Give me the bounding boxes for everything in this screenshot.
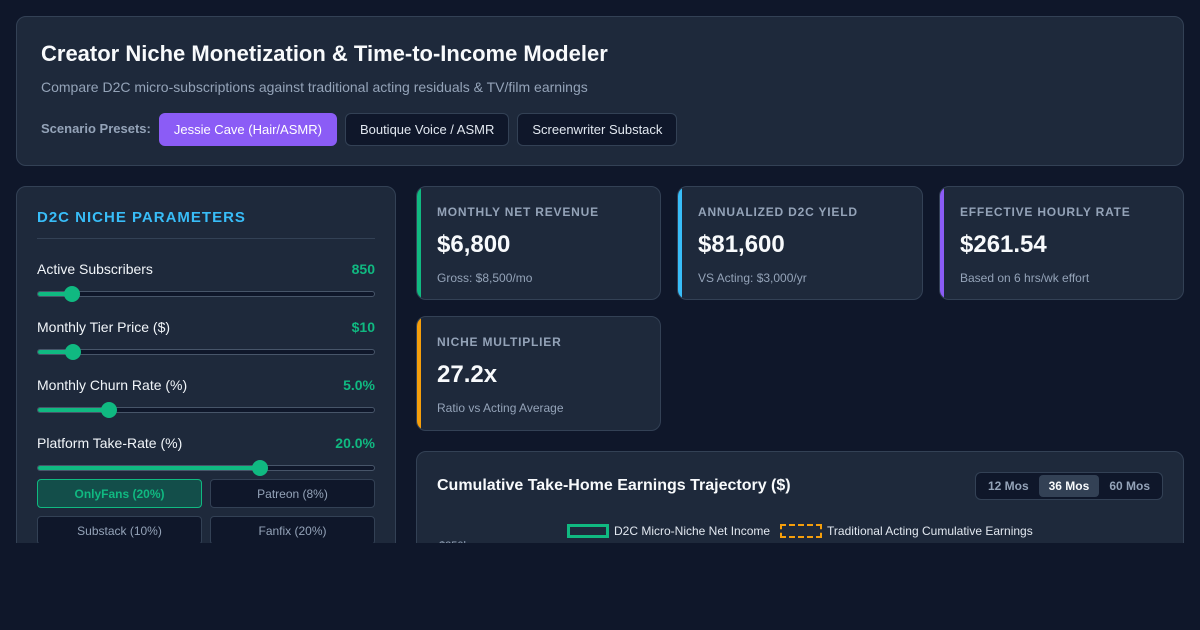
slider-handle[interactable] xyxy=(63,286,80,302)
slider-handle[interactable] xyxy=(100,402,117,418)
slider-handle[interactable] xyxy=(251,460,268,476)
card-note: Ratio vs Acting Average xyxy=(437,401,564,415)
params-title: D2C NICHE PARAMETERS xyxy=(37,209,375,239)
range-36-button[interactable]: 36 Mos xyxy=(1038,475,1100,497)
card-note: Based on 6 hrs/wk effort xyxy=(960,271,1090,285)
param-value: 850 xyxy=(351,261,375,277)
chart-legend: D2C Micro-Niche Net Income Traditional A… xyxy=(567,524,1043,538)
legend-swatch-solid xyxy=(567,524,609,538)
preset-jessie-cave-button[interactable]: Jessie Cave (Hair/ASMR) xyxy=(158,113,337,146)
card-label: ANNUALIZED D2C YIELD xyxy=(698,205,858,219)
card-value: 27.2x xyxy=(437,361,498,388)
card-value: $81,600 xyxy=(698,231,785,258)
legend-item-d2c[interactable]: D2C Micro-Niche Net Income xyxy=(567,524,770,538)
platform-options: OnlyFans (20%) Patreon (8%) Substack (10… xyxy=(37,479,375,545)
card-label: MONTHLY NET REVENUE xyxy=(437,205,599,219)
card-value: $6,800 xyxy=(437,231,511,258)
niche-multiplier-card: NICHE MULTIPLIER 27.2x Ratio vs Acting A… xyxy=(416,316,661,431)
card-accent xyxy=(417,317,421,430)
annualized-yield-card: ANNUALIZED D2C YIELD $81,600 VS Acting: … xyxy=(677,186,923,300)
param-take-rate: Platform Take-Rate (%) 20.0% xyxy=(37,435,375,476)
range-60-button[interactable]: 60 Mos xyxy=(1109,479,1150,493)
preset-boutique-voice-button[interactable]: Boutique Voice / ASMR xyxy=(344,113,510,146)
page-subtitle: Compare D2C micro-subscriptions against … xyxy=(41,79,588,95)
card-value: $261.54 xyxy=(960,231,1047,258)
range-12-button[interactable]: 12 Mos xyxy=(987,479,1029,493)
card-accent xyxy=(940,187,944,299)
platform-fanfix-button[interactable]: Fanfix (20%) xyxy=(210,516,375,545)
param-price: Monthly Tier Price ($) $10 xyxy=(37,319,375,360)
monthly-net-revenue-card: MONTHLY NET REVENUE $6,800 Gross: $8,500… xyxy=(416,186,661,300)
card-label: EFFECTIVE HOURLY RATE xyxy=(960,205,1131,219)
card-accent xyxy=(678,187,682,299)
platform-substack-button[interactable]: Substack (10%) xyxy=(37,516,202,545)
presets-label: Scenario Presets: xyxy=(41,121,151,136)
card-note: VS Acting: $3,000/yr xyxy=(698,271,807,285)
slider-handle[interactable] xyxy=(65,344,82,360)
page-title: Creator Niche Monetization & Time-to-Inc… xyxy=(41,41,608,66)
subscribers-slider[interactable] xyxy=(37,286,375,302)
param-label: Platform Take-Rate (%) xyxy=(37,435,183,451)
card-accent xyxy=(417,187,421,299)
param-value: $10 xyxy=(351,319,375,335)
header-panel: Creator Niche Monetization & Time-to-Inc… xyxy=(16,16,1184,166)
param-value: 20.0% xyxy=(335,435,375,451)
param-label: Monthly Tier Price ($) xyxy=(37,319,171,335)
param-label: Monthly Churn Rate (%) xyxy=(37,377,188,393)
platform-onlyfans-button[interactable]: OnlyFans (20%) xyxy=(37,479,202,508)
legend-item-acting[interactable]: Traditional Acting Cumulative Earnings xyxy=(780,524,1033,538)
param-label: Active Subscribers xyxy=(37,261,153,277)
hourly-rate-card: EFFECTIVE HOURLY RATE $261.54 Based on 6… xyxy=(939,186,1184,300)
param-value: 5.0% xyxy=(343,377,375,393)
churn-slider[interactable] xyxy=(37,402,375,418)
range-toggle: 12 Mos 36 Mos 60 Mos xyxy=(974,472,1163,500)
card-note: Gross: $8,500/mo xyxy=(437,271,533,285)
params-panel: D2C NICHE PARAMETERS Active Subscribers … xyxy=(16,186,396,566)
price-slider[interactable] xyxy=(37,344,375,360)
scenario-presets: Scenario Presets: Jessie Cave (Hair/ASMR… xyxy=(41,113,1159,146)
preset-screenwriter-button[interactable]: Screenwriter Substack xyxy=(517,113,678,146)
legend-label: D2C Micro-Niche Net Income xyxy=(614,524,771,538)
legend-label: Traditional Acting Cumulative Earnings xyxy=(827,524,1033,538)
chart-title: Cumulative Take-Home Earnings Trajectory… xyxy=(437,477,791,494)
take-rate-slider[interactable] xyxy=(37,460,375,476)
viewport-cutoff xyxy=(0,543,1200,630)
card-label: NICHE MULTIPLIER xyxy=(437,335,562,349)
legend-swatch-dashed xyxy=(780,524,823,538)
param-subscribers: Active Subscribers 850 xyxy=(37,261,375,302)
param-churn: Monthly Churn Rate (%) 5.0% xyxy=(37,377,375,418)
platform-patreon-button[interactable]: Patreon (8%) xyxy=(210,479,375,508)
